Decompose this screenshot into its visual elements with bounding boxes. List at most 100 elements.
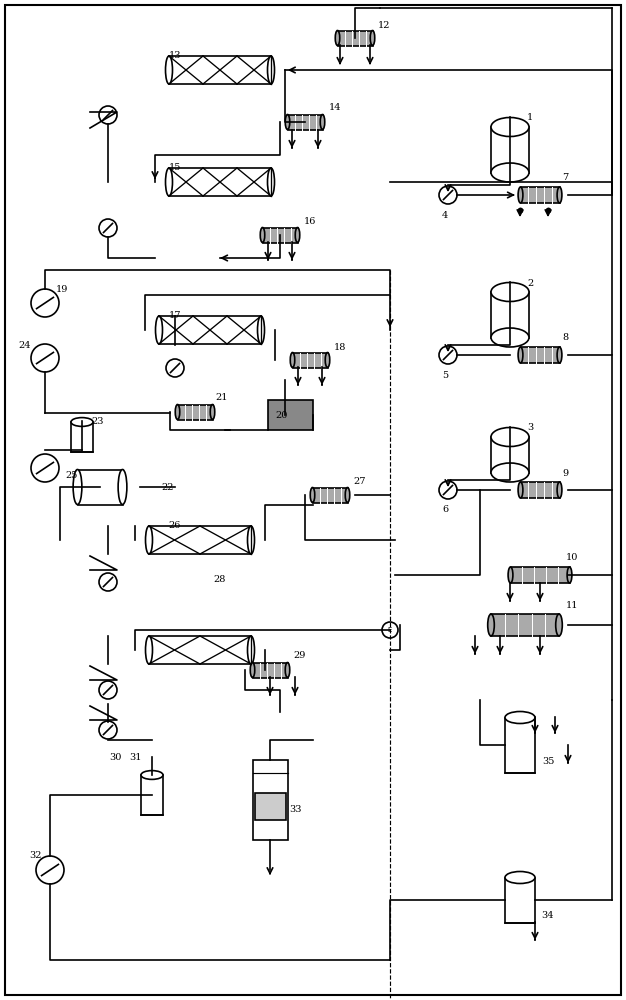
Ellipse shape (557, 347, 562, 363)
Text: 10: 10 (566, 554, 578, 562)
Ellipse shape (518, 187, 523, 203)
Bar (287, 114, 322, 129)
Bar (312, 488, 347, 502)
Bar (78, 470, 123, 504)
Bar (510, 567, 570, 583)
Ellipse shape (488, 614, 495, 636)
Text: 22: 22 (162, 484, 174, 492)
Bar (159, 316, 261, 344)
Text: 28: 28 (214, 576, 226, 584)
Circle shape (439, 186, 457, 204)
Ellipse shape (370, 30, 375, 45)
Bar (312, 488, 347, 502)
Text: 27: 27 (354, 477, 366, 486)
Ellipse shape (491, 282, 529, 302)
Ellipse shape (310, 488, 315, 502)
Bar (149, 636, 251, 664)
Bar (169, 56, 271, 84)
Ellipse shape (267, 56, 274, 84)
Ellipse shape (491, 463, 529, 482)
Bar (520, 482, 560, 498)
Ellipse shape (165, 168, 173, 196)
Ellipse shape (491, 328, 529, 347)
Bar (491, 614, 559, 636)
Text: 18: 18 (334, 342, 346, 352)
Text: 15: 15 (169, 163, 181, 172)
Ellipse shape (557, 187, 562, 203)
Bar (491, 437, 529, 473)
Ellipse shape (326, 353, 330, 367)
Ellipse shape (175, 404, 180, 420)
Bar (159, 316, 261, 344)
Text: 2: 2 (527, 278, 533, 288)
Ellipse shape (267, 168, 274, 196)
Bar (169, 56, 271, 84)
Circle shape (99, 681, 117, 699)
Ellipse shape (556, 614, 562, 636)
Bar (262, 228, 297, 242)
Ellipse shape (321, 114, 325, 129)
Text: 20: 20 (276, 410, 288, 420)
Ellipse shape (145, 636, 153, 664)
Text: 33: 33 (289, 806, 301, 814)
Ellipse shape (73, 470, 82, 504)
Bar (292, 353, 327, 367)
Ellipse shape (336, 30, 340, 45)
Bar (149, 526, 251, 554)
Ellipse shape (145, 526, 153, 554)
Bar (337, 30, 372, 45)
Text: 25: 25 (66, 471, 78, 480)
Ellipse shape (518, 347, 523, 363)
Text: 4: 4 (442, 211, 448, 220)
Circle shape (36, 856, 64, 884)
Bar (337, 30, 372, 45)
Bar (491, 614, 559, 636)
Bar (268, 400, 313, 430)
Ellipse shape (491, 163, 529, 182)
Bar (491, 127, 529, 172)
Bar (262, 228, 297, 242)
Ellipse shape (518, 482, 523, 498)
Ellipse shape (505, 712, 535, 724)
Circle shape (31, 454, 59, 482)
Circle shape (382, 622, 398, 638)
Bar (252, 662, 287, 678)
Ellipse shape (567, 567, 572, 583)
Bar (169, 168, 271, 196)
Text: 5: 5 (442, 370, 448, 379)
Text: 24: 24 (19, 340, 31, 350)
Bar (178, 404, 212, 420)
Circle shape (439, 346, 457, 364)
Ellipse shape (557, 482, 562, 498)
Circle shape (31, 289, 59, 317)
Ellipse shape (491, 428, 529, 446)
Bar (491, 292, 529, 338)
Ellipse shape (155, 316, 163, 344)
Circle shape (99, 721, 117, 739)
Bar (149, 636, 251, 664)
Text: 31: 31 (129, 752, 141, 762)
Text: 32: 32 (29, 850, 41, 859)
Bar (169, 168, 271, 196)
Bar (505, 878, 535, 922)
Circle shape (99, 573, 117, 591)
Bar (178, 404, 212, 420)
Bar (520, 482, 560, 498)
Ellipse shape (290, 353, 295, 367)
Circle shape (439, 481, 457, 499)
Ellipse shape (285, 662, 290, 678)
Bar (287, 114, 322, 129)
Text: 3: 3 (527, 424, 533, 432)
Text: 9: 9 (562, 468, 568, 478)
Ellipse shape (250, 662, 255, 678)
Ellipse shape (508, 567, 513, 583)
Text: 34: 34 (541, 910, 554, 920)
Text: 17: 17 (169, 310, 182, 320)
Text: 13: 13 (169, 50, 182, 60)
Text: 6: 6 (442, 506, 448, 514)
Text: 12: 12 (377, 20, 390, 29)
Text: 26: 26 (169, 520, 181, 530)
Ellipse shape (118, 470, 127, 504)
Bar (505, 718, 535, 772)
Text: 14: 14 (329, 104, 341, 112)
